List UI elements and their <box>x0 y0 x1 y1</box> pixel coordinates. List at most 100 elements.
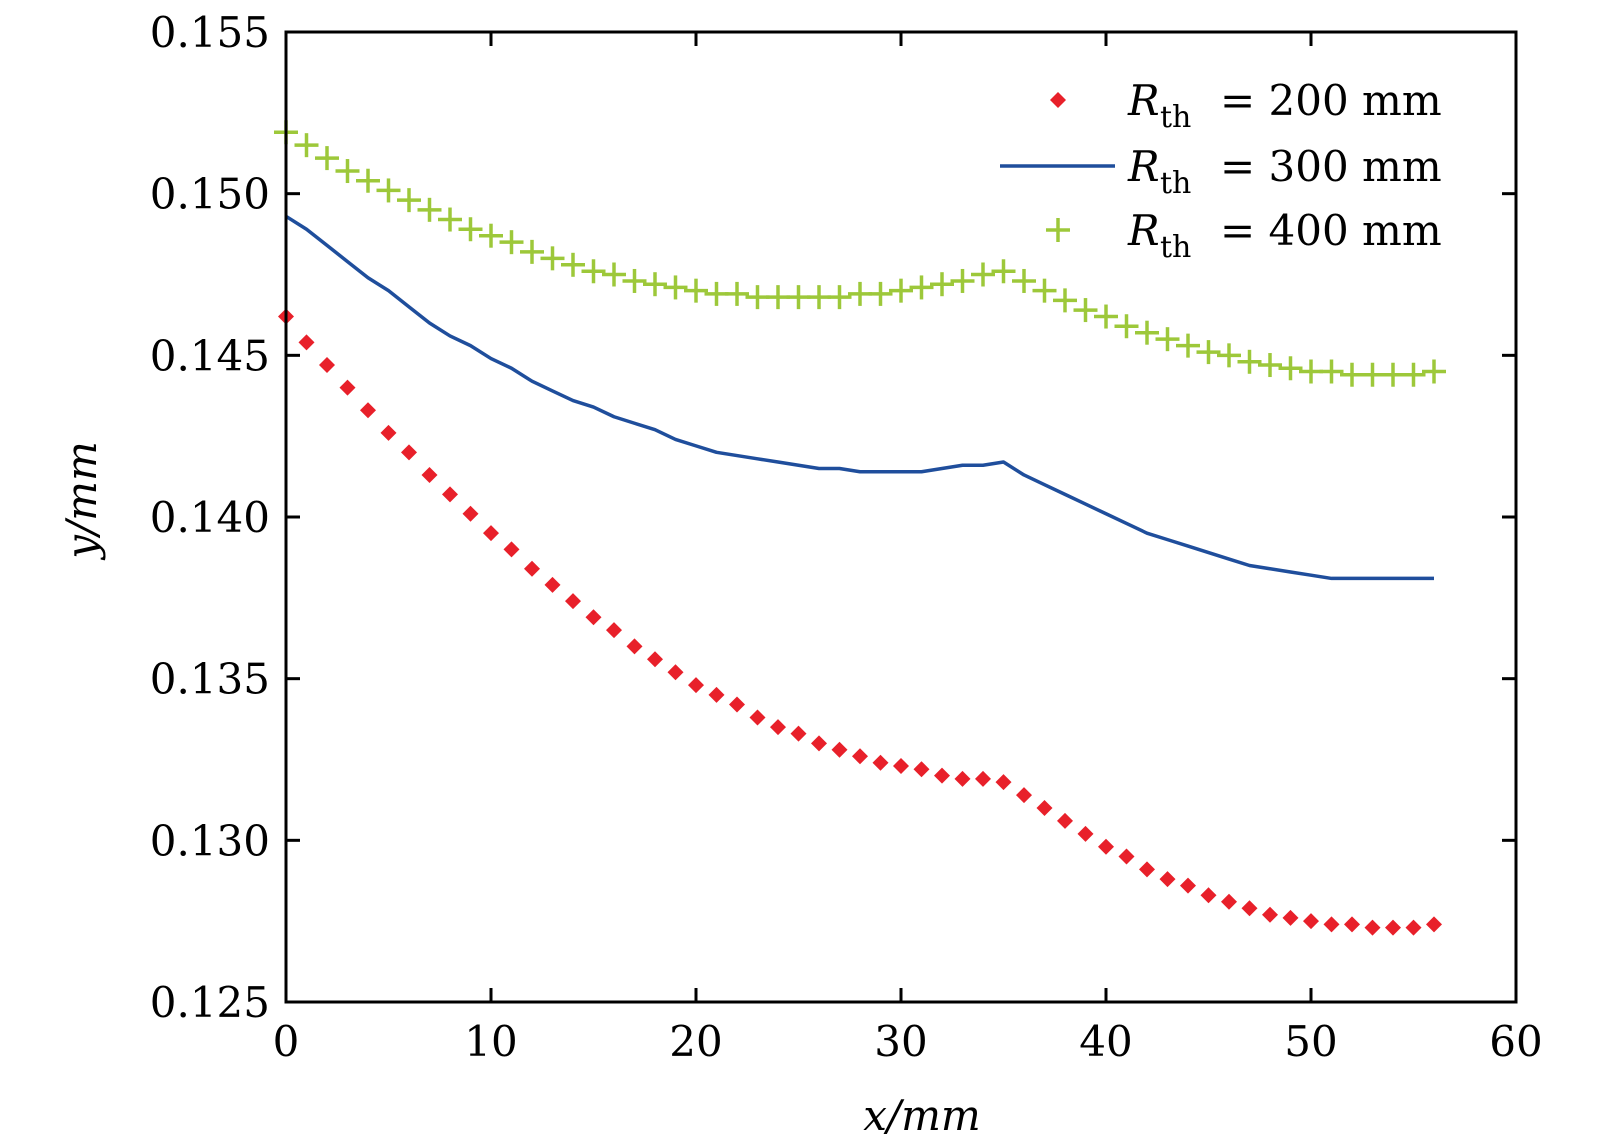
data-point <box>1381 362 1405 387</box>
data-point <box>1401 362 1426 387</box>
data-point <box>995 774 1012 791</box>
data-point <box>786 285 811 310</box>
data-point <box>626 638 643 655</box>
data-point <box>872 754 889 771</box>
y-tick-label: 0.135 <box>150 655 270 704</box>
data-point <box>704 281 729 306</box>
legend-value: = 300 mm <box>1220 142 1442 191</box>
data-point <box>540 246 565 271</box>
legend-subscript: th <box>1160 100 1191 135</box>
data-point <box>1303 913 1319 930</box>
data-point <box>848 281 872 306</box>
data-point <box>991 259 1016 284</box>
y-axis-label: y/mm <box>57 441 106 561</box>
data-point <box>893 757 909 774</box>
data-point <box>1360 362 1385 387</box>
data-point <box>975 770 991 787</box>
data-point <box>1135 320 1159 345</box>
data-point <box>913 761 930 778</box>
data-point <box>1155 327 1180 352</box>
data-point <box>647 651 663 668</box>
data-point <box>827 285 852 310</box>
data-point <box>585 609 602 626</box>
data-point <box>335 159 360 184</box>
data-point <box>725 281 749 306</box>
legend-symbol: R <box>1127 76 1160 125</box>
data-point <box>315 146 339 171</box>
data-point <box>483 525 499 542</box>
data-point <box>1344 916 1360 933</box>
data-point <box>417 197 442 222</box>
data-point <box>1036 800 1053 816</box>
data-point <box>561 252 585 277</box>
data-point <box>319 357 335 374</box>
data-point <box>790 725 807 742</box>
data-point <box>708 686 725 703</box>
data-point <box>1077 825 1094 842</box>
data-point <box>356 168 380 193</box>
data-point <box>499 230 524 255</box>
data-point <box>1237 349 1262 374</box>
data-point <box>930 272 954 297</box>
data-point <box>1258 353 1282 378</box>
data-point <box>1299 359 1323 384</box>
x-tick-label: 60 <box>1489 1017 1542 1066</box>
data-point <box>524 560 540 577</box>
x-tick-label: 30 <box>874 1017 927 1066</box>
data-point <box>1114 314 1139 339</box>
data-point <box>401 444 417 461</box>
data-point <box>1098 838 1114 855</box>
axis-ticks: 0 10 20 30 40 50 60 0.125 0.130 0.135 0.140 0.145 0.… <box>150 8 1543 1066</box>
data-point <box>606 622 622 639</box>
data-point <box>749 709 766 726</box>
series-1 <box>278 308 1442 936</box>
data-point <box>1180 877 1196 894</box>
data-point <box>868 281 893 306</box>
x-tick-label: 20 <box>669 1017 722 1066</box>
data-point <box>503 541 520 558</box>
x-axis-label: x/mm <box>863 1091 981 1140</box>
data-point <box>380 424 397 441</box>
data-point <box>360 402 376 419</box>
data-point <box>745 285 770 310</box>
legend-symbol: R <box>1127 142 1160 191</box>
data-point <box>1016 787 1032 804</box>
data-point <box>442 486 458 503</box>
series-3 <box>274 120 1446 387</box>
data-point <box>1057 812 1073 829</box>
x-tick-label: 10 <box>464 1017 517 1066</box>
legend-value: = 400 mm <box>1220 206 1442 255</box>
data-point <box>954 770 971 787</box>
data-point <box>1032 278 1057 303</box>
data-point <box>950 268 975 293</box>
data-point <box>934 767 950 784</box>
data-point <box>667 664 684 681</box>
legend-symbol: R <box>1127 206 1160 255</box>
data-point <box>688 677 704 694</box>
data-point <box>807 285 831 310</box>
data-point <box>1159 871 1176 888</box>
legend-value: = 200 mm <box>1220 76 1442 125</box>
data-point <box>1176 333 1200 358</box>
legend-marker-swatch <box>1050 92 1066 108</box>
data-point <box>1241 900 1258 917</box>
data-point <box>663 275 688 300</box>
plot-marks <box>274 120 1446 936</box>
data-point <box>1262 906 1278 923</box>
data-point <box>889 278 913 303</box>
legend-subscript: th <box>1160 230 1191 265</box>
data-point <box>909 275 934 300</box>
y-tick-label: 0.150 <box>150 170 270 219</box>
x-tick-label: 40 <box>1079 1017 1132 1066</box>
data-point <box>1340 362 1364 387</box>
data-point <box>1319 359 1344 384</box>
data-point <box>1094 304 1118 329</box>
data-point <box>643 272 667 297</box>
data-point <box>520 239 544 264</box>
data-point <box>766 285 790 310</box>
